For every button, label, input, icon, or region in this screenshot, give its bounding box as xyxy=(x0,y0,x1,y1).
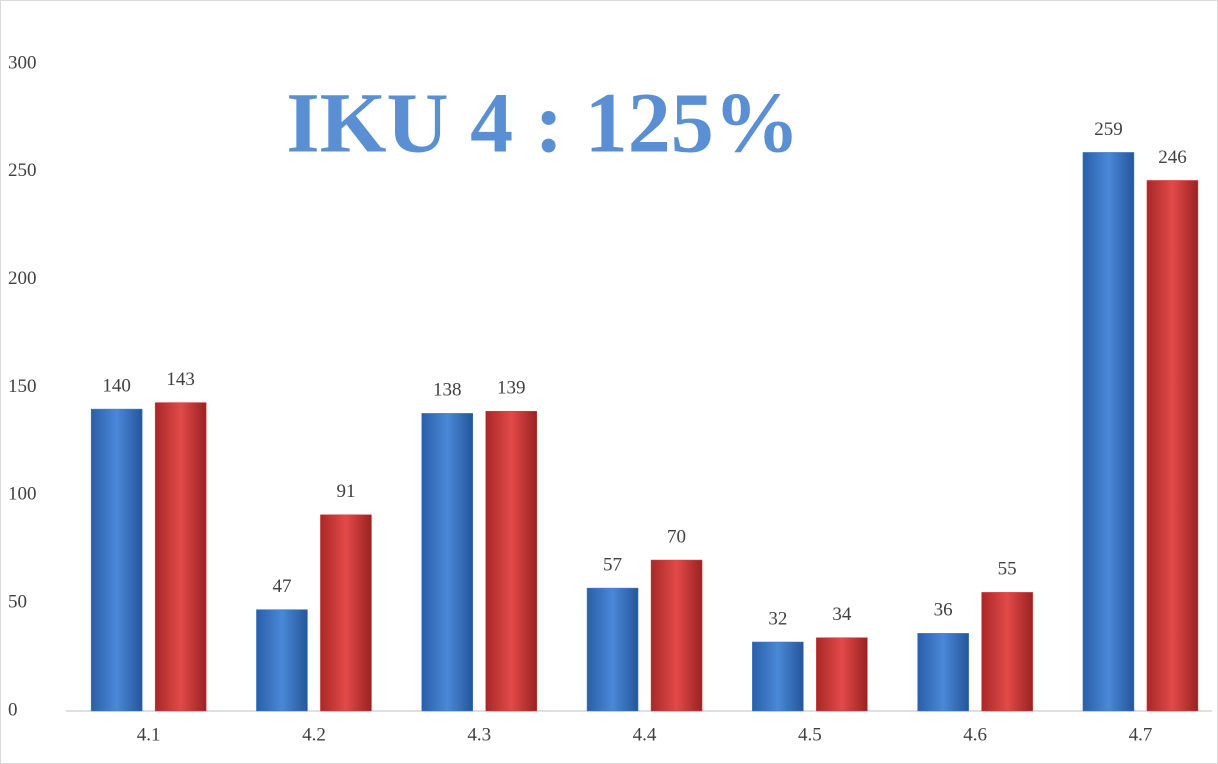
data-label: 55 xyxy=(998,559,1017,580)
y-tick-label: 100 xyxy=(8,484,37,505)
x-tick-label: 4.6 xyxy=(963,724,987,745)
y-tick-label: 150 xyxy=(8,376,37,397)
bar xyxy=(256,609,308,712)
bar xyxy=(586,587,639,712)
data-label: 140 xyxy=(102,375,131,396)
data-label: 57 xyxy=(603,554,622,575)
bar xyxy=(320,514,372,712)
data-label: 34 xyxy=(832,604,852,625)
chart-title: IKU 4 : 125% xyxy=(286,75,800,171)
y-tick-label: 300 xyxy=(8,52,37,73)
bar xyxy=(650,559,703,712)
bar xyxy=(1146,180,1199,712)
bar xyxy=(421,413,473,712)
bar xyxy=(752,641,804,712)
x-tick-label: 4.7 xyxy=(1129,724,1153,745)
bar xyxy=(154,402,207,712)
bar xyxy=(485,410,537,712)
data-label: 139 xyxy=(497,378,526,399)
data-label: 138 xyxy=(433,380,462,401)
bar xyxy=(90,408,143,712)
x-tick-label: 4.1 xyxy=(137,724,161,745)
x-tick-label: 4.4 xyxy=(633,724,657,745)
x-tick-label: 4.2 xyxy=(302,724,326,745)
bar xyxy=(981,592,1033,712)
x-tick-label: 4.3 xyxy=(467,724,491,745)
data-label: 47 xyxy=(272,576,291,597)
data-label: 259 xyxy=(1094,119,1123,140)
bar xyxy=(917,633,969,712)
data-label: 91 xyxy=(336,481,355,502)
data-label: 32 xyxy=(768,608,787,629)
data-label: 70 xyxy=(667,526,686,547)
data-label: 143 xyxy=(166,369,195,390)
bar xyxy=(1082,152,1135,712)
data-label: 36 xyxy=(934,600,953,621)
data-label: 246 xyxy=(1158,147,1187,168)
x-tick-label: 4.5 xyxy=(798,724,822,745)
y-tick-label: 200 xyxy=(8,268,37,289)
bar xyxy=(816,637,868,712)
y-tick-label: 250 xyxy=(8,160,37,181)
y-tick-label: 0 xyxy=(8,699,18,720)
y-tick-label: 50 xyxy=(8,592,27,613)
